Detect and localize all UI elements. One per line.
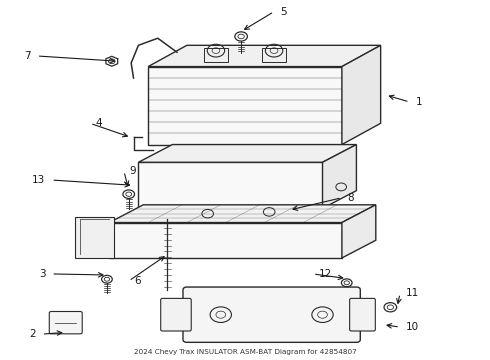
Text: 9: 9 bbox=[130, 166, 136, 176]
FancyBboxPatch shape bbox=[183, 287, 360, 342]
Polygon shape bbox=[148, 45, 381, 67]
Polygon shape bbox=[342, 45, 381, 145]
Text: 8: 8 bbox=[348, 193, 354, 203]
Polygon shape bbox=[109, 205, 376, 222]
Text: 6: 6 bbox=[135, 276, 141, 286]
Text: 13: 13 bbox=[32, 175, 46, 185]
Polygon shape bbox=[148, 67, 342, 145]
Text: 2: 2 bbox=[29, 329, 36, 339]
Text: 4: 4 bbox=[96, 118, 102, 128]
Text: 12: 12 bbox=[318, 269, 332, 279]
Text: 2024 Chevy Trax INSULATOR ASM-BAT Diagram for 42854807: 2024 Chevy Trax INSULATOR ASM-BAT Diagra… bbox=[134, 350, 356, 355]
Polygon shape bbox=[322, 145, 356, 208]
Text: 5: 5 bbox=[280, 6, 287, 17]
Text: 7: 7 bbox=[24, 51, 31, 61]
Text: 11: 11 bbox=[406, 288, 419, 298]
Polygon shape bbox=[109, 222, 342, 258]
Text: 3: 3 bbox=[39, 269, 46, 279]
Polygon shape bbox=[298, 208, 318, 217]
FancyBboxPatch shape bbox=[161, 298, 191, 331]
FancyBboxPatch shape bbox=[350, 298, 375, 331]
Polygon shape bbox=[148, 208, 168, 217]
Polygon shape bbox=[138, 162, 322, 208]
Text: 1: 1 bbox=[416, 97, 422, 107]
Text: 10: 10 bbox=[406, 322, 419, 332]
FancyBboxPatch shape bbox=[49, 311, 82, 334]
Polygon shape bbox=[75, 217, 114, 258]
Polygon shape bbox=[342, 205, 376, 258]
Polygon shape bbox=[138, 145, 356, 162]
